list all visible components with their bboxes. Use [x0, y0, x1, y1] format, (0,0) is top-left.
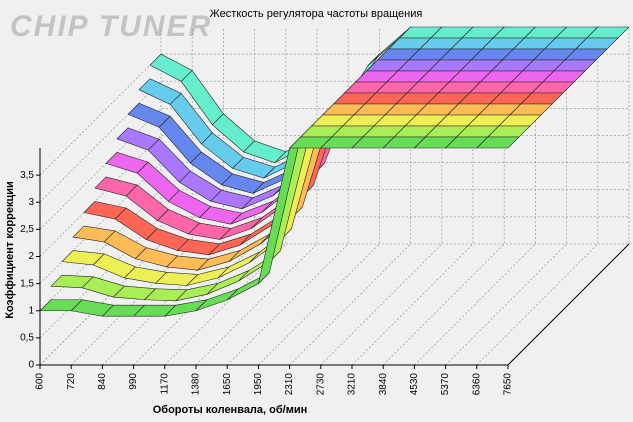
logo: CHIP TUNER [10, 10, 212, 43]
floor-grid-line [289, 27, 411, 366]
y-tick-label: 3 [28, 197, 34, 208]
grid-line [39, 135, 629, 257]
floor-grid-line [320, 27, 443, 366]
depth-axis [507, 243, 630, 366]
floor-grid-line [258, 27, 380, 366]
x-tick-label: 3210 [347, 373, 358, 396]
grid-line [39, 216, 629, 339]
x-tick-label: 720 [66, 373, 77, 390]
x-tick-label: 990 [128, 373, 139, 390]
x-tick-label: 840 [97, 373, 108, 390]
x-tick-label: 1650 [222, 373, 233, 396]
y-tick-label: 1,5 [20, 278, 34, 289]
floor-grid-line [133, 27, 255, 366]
floor-grid-line [414, 27, 536, 366]
y-tick-label: 2 [28, 251, 34, 262]
plot: 0 0,5 1 1,5 2 2,5 3 3,5 600 720 840 990 1170 1380 1650… [20, 26, 630, 396]
x-tick-label: 5370 [440, 373, 451, 396]
floor-grid-line [382, 27, 505, 366]
x-axis-label: Обороты коленвала, об/мин [153, 404, 308, 416]
floor-grid-line [70, 27, 193, 366]
y-tick-label: 0,5 [20, 333, 34, 344]
ribbon-segment [476, 136, 520, 149]
floor-grid-line [164, 27, 287, 366]
x-tick-label: 1170 [159, 373, 170, 395]
x-tick-label: 3840 [378, 373, 389, 396]
y-tick-label: 3,5 [20, 170, 34, 181]
floor-grid-line [351, 27, 474, 366]
y-axis-label: Коэффициент коррекции [4, 181, 16, 319]
x-tick-label: 600 [35, 373, 46, 390]
x-tick-label: 6360 [471, 373, 482, 396]
grid-line [39, 162, 629, 284]
grid-line [39, 80, 629, 203]
x-tick-label: 7650 [503, 373, 514, 396]
x-tick-label: 1950 [253, 373, 264, 396]
floor-grid-line [195, 27, 318, 366]
floor-grid-line [226, 27, 349, 366]
grid-line [39, 189, 629, 311]
x-tick-label: 4530 [409, 373, 420, 396]
floor-grid-line [476, 27, 599, 366]
x-tick-label: 2310 [284, 373, 295, 396]
x-tick-label: 1380 [191, 373, 202, 396]
y-tick-label: 1 [28, 305, 34, 316]
chart-title: Жесткость регулятора частоты вращения [210, 8, 423, 20]
x-tick-label: 2730 [315, 373, 326, 396]
grid-line [39, 108, 629, 230]
floor-grid-line [39, 27, 162, 366]
y-tick-label: 0 [28, 360, 34, 371]
floor-grid-line [445, 27, 567, 366]
floor-grid-line [102, 27, 224, 366]
grid-line [39, 53, 629, 176]
y-tick-label: 2,5 [20, 224, 34, 235]
